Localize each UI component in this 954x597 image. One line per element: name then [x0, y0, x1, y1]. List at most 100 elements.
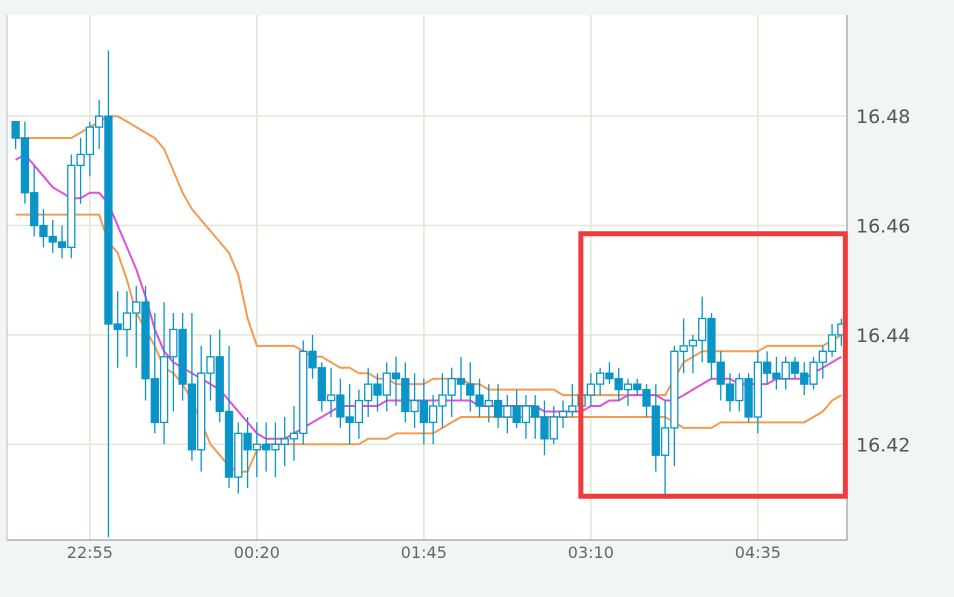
- candle: [215, 329, 224, 423]
- candle: [261, 422, 271, 472]
- candle: [549, 406, 558, 445]
- candle: [308, 334, 317, 379]
- candle-body: [336, 394, 345, 418]
- candle-body: [781, 361, 790, 380]
- candle: [354, 389, 364, 439]
- candle: [336, 378, 345, 428]
- candle-body: [57, 241, 67, 249]
- candle-body: [373, 383, 382, 396]
- candle: [224, 345, 234, 489]
- candle-body: [744, 378, 753, 418]
- candle-body: [401, 378, 410, 413]
- candle-body: [595, 372, 605, 385]
- candle: [762, 351, 772, 385]
- candle: [104, 50, 113, 538]
- candle: [159, 302, 169, 445]
- candle: [187, 313, 197, 461]
- candle: [707, 313, 716, 379]
- candle: [688, 334, 698, 374]
- candle: [586, 373, 596, 407]
- candle-body: [243, 432, 252, 451]
- candle: [178, 313, 187, 401]
- candle-body: [568, 405, 577, 413]
- candle-body: [698, 317, 707, 342]
- candles-layer: [11, 50, 846, 538]
- candle: [11, 120, 20, 149]
- plot-background: [7, 15, 847, 540]
- candle-body: [39, 224, 48, 238]
- bands-layer: [15, 115, 842, 473]
- candle: [512, 389, 521, 428]
- candle: [623, 378, 633, 407]
- candle: [503, 395, 512, 434]
- candle: [781, 356, 790, 390]
- candle-body: [438, 394, 447, 407]
- candle-body: [688, 339, 698, 347]
- y-tick-label: 16.48: [856, 106, 910, 128]
- candle-body: [289, 432, 299, 440]
- candle-body: [772, 372, 781, 380]
- candle-body: [252, 443, 262, 451]
- candle-body: [271, 443, 280, 451]
- candle: [800, 362, 809, 396]
- candle-body: [364, 383, 373, 402]
- candle-body: [345, 416, 354, 424]
- candle-body: [76, 153, 85, 167]
- candle: [438, 373, 447, 428]
- candle-body: [642, 388, 651, 407]
- candle-body: [280, 438, 289, 445]
- candle-body: [85, 126, 95, 156]
- candle-body: [169, 328, 178, 358]
- candle-body: [484, 399, 493, 407]
- candle: [521, 395, 531, 439]
- candle: [206, 334, 215, 401]
- candle: [642, 384, 651, 417]
- candle: [827, 323, 837, 357]
- highlight-box: [578, 231, 848, 499]
- candle-body: [197, 372, 206, 451]
- candle-body: [651, 405, 660, 456]
- candle: [670, 345, 679, 467]
- candle-body: [447, 378, 456, 396]
- candle: [651, 384, 660, 472]
- x-tick-label: 22:55: [67, 543, 113, 562]
- candle-body: [660, 427, 670, 456]
- candle: [484, 384, 493, 423]
- upper-band-line: [15, 115, 842, 397]
- y-tick-label: 16.42: [856, 434, 910, 456]
- candle-body: [308, 350, 317, 369]
- candle: [679, 318, 688, 374]
- candle: [595, 367, 605, 396]
- candle-body: [261, 443, 271, 451]
- candle: [428, 395, 438, 445]
- candle-body: [540, 416, 549, 440]
- candle: [169, 313, 178, 412]
- candle: [391, 356, 401, 407]
- candle: [252, 422, 262, 478]
- candle-body: [633, 383, 642, 391]
- candle: [76, 138, 85, 204]
- candle-body: [716, 361, 725, 385]
- y-tick-label: 16.44: [856, 325, 910, 347]
- candle: [809, 356, 818, 390]
- candle-body: [521, 405, 531, 424]
- candle: [271, 422, 280, 478]
- candle-body: [419, 399, 429, 424]
- candle-body: [827, 334, 837, 352]
- candle-body: [493, 399, 503, 418]
- candle-body: [466, 383, 475, 396]
- candle-body: [299, 350, 308, 435]
- candle: [633, 378, 642, 396]
- candle: [456, 356, 466, 401]
- candle: [30, 165, 39, 237]
- candle: [725, 373, 735, 412]
- candle: [243, 416, 252, 489]
- candle-body: [762, 361, 772, 374]
- candle-body: [30, 192, 39, 227]
- candle-body: [753, 361, 763, 418]
- candle: [790, 356, 800, 379]
- candle: [113, 291, 122, 368]
- candle: [531, 395, 540, 439]
- candle-body: [623, 383, 633, 391]
